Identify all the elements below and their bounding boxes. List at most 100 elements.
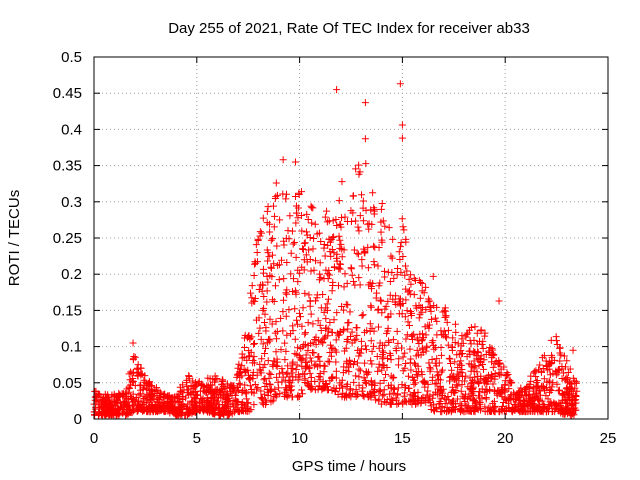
data-point (289, 327, 297, 335)
data-point (101, 390, 109, 398)
data-point (374, 323, 382, 331)
data-point (157, 392, 165, 400)
data-point (480, 365, 488, 373)
data-point (399, 398, 407, 406)
data-point (352, 372, 360, 380)
data-point (277, 346, 285, 354)
data-point (539, 403, 547, 411)
data-point (332, 367, 340, 375)
data-point (457, 361, 465, 369)
data-point (475, 362, 483, 370)
data-point (270, 260, 278, 268)
data-point (315, 383, 323, 391)
data-point (359, 391, 367, 399)
data-point (272, 179, 280, 187)
data-point (312, 360, 320, 368)
data-point (272, 348, 280, 356)
data-point (490, 403, 498, 411)
data-point (109, 411, 117, 419)
data-point (454, 395, 462, 403)
data-point (415, 396, 423, 404)
data-point (558, 406, 566, 414)
data-point (538, 407, 546, 415)
data-point (137, 364, 145, 372)
data-point (358, 262, 366, 270)
data-point (321, 362, 329, 370)
data-point (285, 235, 293, 243)
data-point (183, 376, 191, 384)
data-point (123, 385, 131, 393)
data-point (360, 374, 368, 382)
data-point (255, 285, 263, 293)
data-point (328, 375, 336, 383)
data-point (402, 296, 410, 304)
data-point (249, 368, 257, 376)
data-point (253, 385, 261, 393)
data-point (529, 400, 537, 408)
data-point (471, 362, 479, 370)
data-point (246, 334, 254, 342)
data-point (287, 270, 295, 278)
data-point (384, 297, 392, 305)
data-point (466, 336, 474, 344)
data-point (399, 223, 407, 231)
data-point (332, 358, 340, 366)
data-point (338, 253, 346, 261)
data-point (451, 320, 459, 328)
data-point (370, 207, 378, 215)
data-point (475, 392, 483, 400)
data-point (440, 327, 448, 335)
data-point (110, 392, 118, 400)
data-point (312, 341, 320, 349)
data-point (451, 339, 459, 347)
data-point (317, 304, 325, 312)
data-point (485, 407, 493, 415)
data-point (256, 324, 264, 332)
data-point (91, 411, 99, 419)
data-point (407, 280, 415, 288)
data-point (440, 406, 448, 414)
data-point (444, 341, 452, 349)
data-point (255, 329, 263, 337)
data-point (377, 228, 385, 236)
data-point (336, 260, 344, 268)
data-point (91, 396, 99, 404)
data-point (279, 156, 287, 164)
data-point (497, 370, 505, 378)
data-point (358, 256, 366, 264)
data-point (240, 353, 248, 361)
data-point (468, 363, 476, 371)
data-point (412, 352, 420, 360)
data-point (297, 188, 305, 196)
data-point (312, 297, 320, 305)
data-point (300, 256, 308, 264)
data-point (497, 405, 505, 413)
data-point (270, 223, 278, 231)
data-point (381, 222, 389, 230)
data-point (281, 339, 289, 347)
data-point (413, 304, 421, 312)
data-point (324, 332, 332, 340)
data-point (316, 259, 324, 267)
data-point (545, 360, 553, 368)
data-point (287, 387, 295, 395)
data-point (503, 369, 511, 377)
data-point (361, 378, 369, 386)
data-point (488, 358, 496, 366)
data-point (417, 303, 425, 311)
data-point (429, 373, 437, 381)
data-point (452, 328, 460, 336)
data-point (404, 385, 412, 393)
data-point (237, 369, 245, 377)
data-point (423, 391, 431, 399)
data-point (433, 355, 441, 363)
data-point (540, 375, 548, 383)
data-point (229, 400, 237, 408)
data-point (450, 397, 457, 405)
y-tick-label: 0.2 (61, 266, 82, 283)
data-point (143, 398, 151, 406)
data-point (275, 370, 283, 378)
data-point (341, 270, 349, 278)
data-point (370, 258, 378, 266)
data-point (495, 360, 503, 368)
